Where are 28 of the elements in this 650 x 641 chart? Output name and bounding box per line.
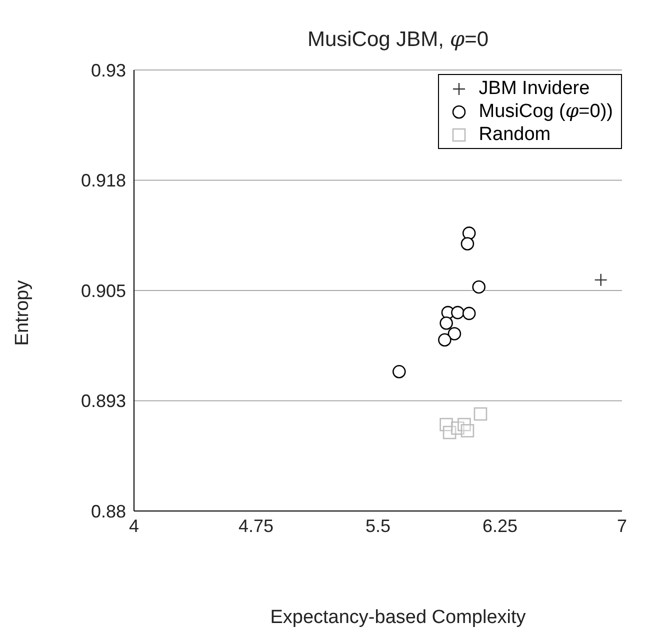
x-tick-label: 4 xyxy=(128,516,140,536)
point xyxy=(472,280,486,294)
chart-title: MusiCog JBM, φ=0 xyxy=(307,27,489,51)
point xyxy=(460,424,474,438)
point xyxy=(594,273,608,287)
y-tick-label: 0.893 xyxy=(80,391,126,412)
y-tick-label: 0.93 xyxy=(90,60,126,80)
point xyxy=(462,226,476,240)
point xyxy=(462,306,476,320)
y-axis-title: Entropy xyxy=(12,280,33,346)
point xyxy=(474,407,488,421)
point xyxy=(440,316,453,330)
point xyxy=(438,333,452,347)
point xyxy=(451,306,464,320)
x-tick-label: 5.5 xyxy=(365,516,391,536)
x-tick-label: 6.25 xyxy=(482,516,518,536)
point xyxy=(448,327,462,340)
x-tick-label: 7 xyxy=(616,516,628,536)
y-tick-label: 0.905 xyxy=(80,280,126,301)
point xyxy=(392,364,406,378)
y-tick-label: 0.918 xyxy=(80,170,126,191)
y-tick-label: 0.88 xyxy=(90,501,126,522)
legend-label: MusiCog (φ=0)) xyxy=(478,100,613,122)
legend-label: Random xyxy=(478,124,551,144)
x-tick-label: 4.75 xyxy=(238,516,274,536)
legend-label: JBM Invidere xyxy=(478,78,590,98)
x-axis-title: Expectancy-based Complexity xyxy=(270,607,526,628)
point xyxy=(460,237,474,250)
